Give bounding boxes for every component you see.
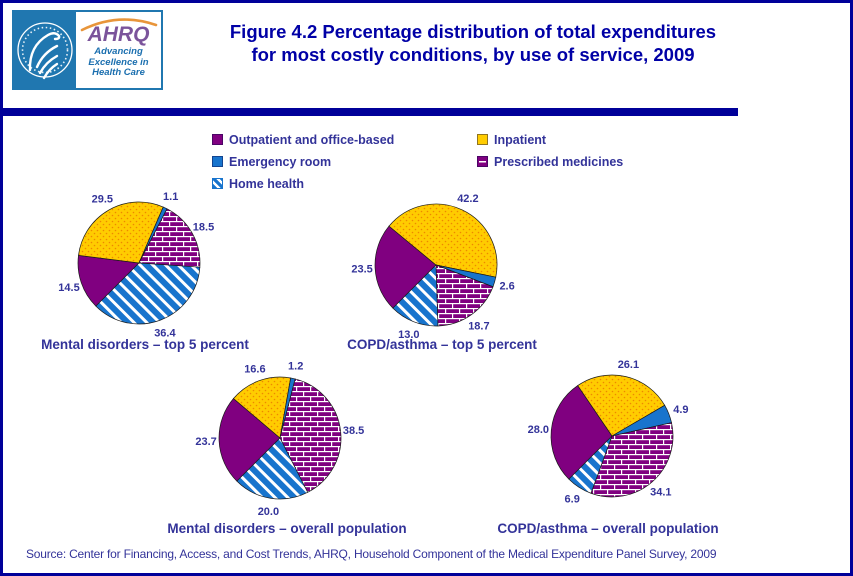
pie-slice-stripes-blue <box>95 262 201 325</box>
legend-swatch-inpatient-icon <box>477 134 488 145</box>
legend-label-emergency-room: Emergency room <box>229 154 332 169</box>
pie-slice-brick-purple <box>279 378 342 493</box>
pie-chart-mental-disorders-overall: 23.7 16.6 1.2 38.5 20.0 <box>195 361 364 518</box>
legend-item-outpatient: Outpatient and office-based <box>212 132 477 147</box>
tagline-line: Health Care <box>92 67 145 78</box>
pie-value-label: 16.6 <box>244 363 265 375</box>
legend-item-inpatient: Inpatient <box>477 132 707 147</box>
pie-value-label: 20.0 <box>258 506 279 518</box>
pie-value-label: 23.5 <box>351 264 372 276</box>
pie-caption-copd-asthma-overall: COPD/asthma – overall population <box>497 521 719 536</box>
pie-slice-dots-yellow <box>577 374 666 437</box>
pie-value-label: 29.5 <box>92 194 113 206</box>
pie-caption-copd-asthma-top5: COPD/asthma – top 5 percent <box>347 337 537 352</box>
pie-chart-copd-asthma-overall: 28.0 26.1 4.9 34.1 6.9 <box>528 359 689 506</box>
pie-slice-brick-purple <box>138 208 201 268</box>
pie-slice-brick-purple <box>590 422 674 498</box>
legend-swatch-outpatient-icon <box>212 134 223 145</box>
pie-value-label: 4.9 <box>673 404 688 416</box>
source-text: Source: Center for Financing, Access, an… <box>26 547 717 561</box>
pie-value-label: 28.0 <box>528 424 549 436</box>
pie-value-label: 1.2 <box>288 361 303 373</box>
pie-value-label: 13.0 <box>398 329 419 341</box>
pie-caption-mental-disorders-top5: Mental disorders – top 5 percent <box>41 337 249 352</box>
pie-value-label: 34.1 <box>650 487 671 499</box>
ahrq-hhs-logo: AHRQ Advancing Excellence in Health Care <box>12 10 163 90</box>
pie-slice-solid-purple <box>77 254 140 307</box>
pie-slice-solid-purple <box>374 225 437 309</box>
figure-title: Figure 4.2 Percentage distribution of to… <box>163 20 783 66</box>
tagline-line: Advancing <box>94 46 143 57</box>
legend-swatch-home-health-icon <box>212 178 223 189</box>
legend-label-outpatient: Outpatient and office-based <box>229 132 395 147</box>
tagline-line: Excellence in <box>88 56 149 68</box>
pie-slice-stripes-blue <box>392 264 439 327</box>
pie-value-label: 18.5 <box>193 222 214 234</box>
pie-slice-stripes-blue <box>568 435 613 494</box>
pie-chart-copd-asthma-top5: 23.5 42.2 2.6 18.7 13.0 <box>351 193 514 341</box>
hhs-eagle-seal-icon <box>17 22 73 80</box>
pie-slice-dots-yellow <box>232 376 292 439</box>
pie-value-label: 42.2 <box>457 193 478 205</box>
divider-bar <box>3 108 738 116</box>
chart-legend: Outpatient and office-based Inpatient Em… <box>212 132 707 191</box>
pie-slice-solid-purple <box>550 385 613 480</box>
pie-value-label: 18.7 <box>468 320 489 332</box>
pie-value-label: 14.5 <box>58 282 79 294</box>
legend-swatch-emergency-room-icon <box>212 156 223 167</box>
pie-value-label: 23.7 <box>195 436 216 448</box>
pie-slice-stripes-blue <box>236 437 309 500</box>
ahrq-wordmark: AHRQ <box>87 23 150 46</box>
ahrq-tagline: Advancing Excellence in Health Care <box>76 46 161 79</box>
pie-value-label: 26.1 <box>618 359 639 371</box>
legend-item-home-health: Home health <box>212 176 477 191</box>
pie-value-label: 36.4 <box>154 327 176 339</box>
pie-caption-mental-disorders-overall: Mental disorders – overall population <box>167 521 407 536</box>
legend-item-emergency-room: Emergency room <box>212 154 477 169</box>
ahrq-swoosh-icon <box>80 18 158 32</box>
pie-chart-mental-disorders-top5: 14.5 29.5 1.1 18.5 36.4 <box>58 191 214 339</box>
legend-swatch-prescribed-medicines-icon <box>477 156 488 167</box>
pie-value-label: 38.5 <box>343 425 364 437</box>
hhs-seal-panel <box>14 12 76 88</box>
legend-label-home-health: Home health <box>229 176 305 191</box>
ahrq-logo-panel: AHRQ Advancing Excellence in Health Care <box>76 12 161 88</box>
pie-slice-dots-yellow <box>388 203 498 278</box>
pie-slice-dots-yellow <box>78 201 164 264</box>
pie-slice-brick-purple <box>435 264 494 327</box>
legend-item-prescribed-medicines: Prescribed medicines <box>477 154 707 169</box>
pie-slice-solid-purple <box>218 398 281 482</box>
pie-value-label: 6.9 <box>565 493 580 505</box>
figure-title-line1: Figure 4.2 Percentage distribution of to… <box>229 21 717 42</box>
figure-title-line2: for most costly conditions, by use of se… <box>251 44 695 65</box>
pie-value-label: 1.1 <box>163 191 178 203</box>
legend-label-prescribed-medicines: Prescribed medicines <box>494 154 624 169</box>
pie-value-label: 2.6 <box>499 281 514 293</box>
legend-label-inpatient: Inpatient <box>494 132 547 147</box>
